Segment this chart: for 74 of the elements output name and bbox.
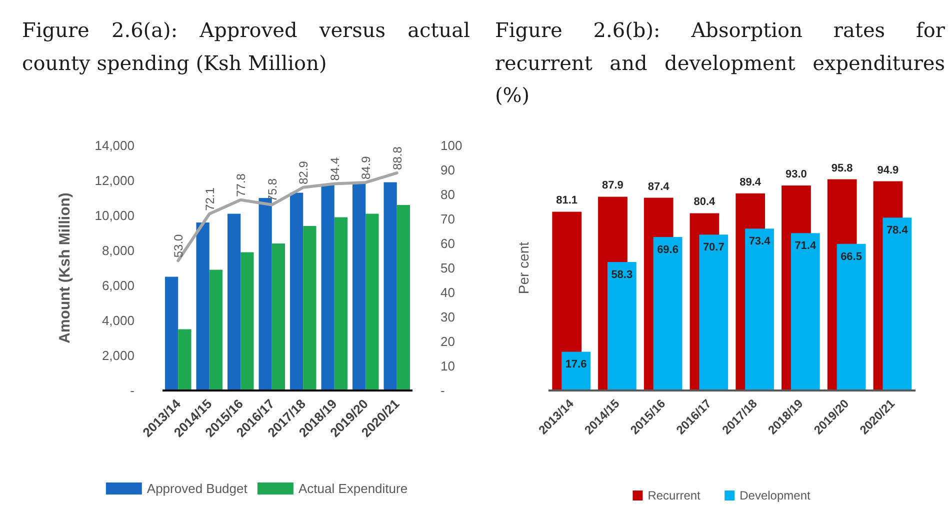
- bar: [178, 329, 192, 390]
- y-tick-label: 4,000: [102, 313, 135, 328]
- bar: [384, 182, 397, 390]
- bar: [352, 183, 366, 390]
- bar: [607, 262, 636, 390]
- data-label: 84.9: [359, 156, 374, 180]
- bar: [290, 192, 304, 390]
- data-label: 73.4: [748, 236, 772, 248]
- data-label: 81.1: [556, 194, 578, 207]
- data-label: 80.4: [694, 196, 716, 208]
- y2-tick-label: 30: [440, 310, 455, 324]
- bar: [272, 244, 285, 390]
- legend-label: Approved Budget: [146, 481, 248, 496]
- y2-tick-label: 50: [440, 260, 455, 276]
- bar: [303, 226, 316, 390]
- y-tick-label: 8,000: [102, 243, 135, 258]
- data-label: 94.9: [877, 164, 899, 176]
- y2-tick-label: 90: [440, 162, 455, 178]
- bar: [653, 237, 682, 390]
- data-label: 84.4: [328, 157, 342, 181]
- bar: [745, 228, 774, 390]
- bar: [562, 352, 590, 390]
- y-axis-title: Per cent: [516, 242, 532, 294]
- bar: [321, 184, 334, 390]
- data-label: 87.9: [602, 180, 624, 192]
- y-tick-label: -: [130, 383, 135, 398]
- bar: [882, 218, 912, 390]
- legend-label: Actual Expenditure: [298, 481, 408, 496]
- bar: [334, 217, 348, 390]
- y2-tick-label: 100: [440, 138, 462, 153]
- y2-tick-label: 20: [440, 334, 455, 349]
- y-axis-title: Amount (Ksh Million): [56, 192, 74, 344]
- data-label: 78.4: [886, 224, 909, 237]
- data-label: 77.8: [234, 173, 248, 197]
- y2-tick-label: 80: [440, 187, 455, 202]
- data-label: 17.6: [565, 358, 587, 371]
- bar: [165, 276, 178, 390]
- y-tick-label: 14,000: [94, 138, 135, 153]
- bar: [836, 244, 866, 390]
- data-label: 88.8: [390, 146, 404, 170]
- data-label: 93.0: [786, 168, 807, 180]
- bar: [790, 233, 820, 390]
- y2-tick-label: 60: [440, 236, 455, 251]
- data-label: 53.0: [172, 234, 186, 258]
- data-label: 70.7: [702, 242, 724, 254]
- bar: [396, 205, 410, 390]
- bar: [366, 214, 379, 390]
- y2-tick-label: 10: [440, 358, 455, 374]
- bar: [209, 270, 222, 390]
- y2-tick-label: -: [440, 383, 445, 398]
- data-label: 75.8: [265, 178, 280, 202]
- data-label: 58.3: [611, 268, 633, 281]
- data-label: 87.4: [648, 180, 670, 193]
- y-tick-label: 10,000: [94, 208, 135, 223]
- data-label: 89.4: [740, 176, 762, 188]
- data-label: 82.9: [296, 160, 311, 184]
- data-label: 71.4: [794, 240, 817, 252]
- data-label: 66.5: [840, 250, 862, 263]
- bar: [240, 252, 254, 390]
- y-tick-label: 2,000: [102, 348, 135, 363]
- bar: [699, 234, 728, 390]
- y-tick-label: 6,000: [102, 278, 135, 293]
- legend-label: Development: [740, 488, 811, 502]
- data-label: 72.1: [202, 187, 217, 211]
- chart-title: Figure 2.6(b): Absorption rates for recurrent and development expenditures (%): [495, 17, 945, 109]
- y-tick-label: 12,000: [94, 173, 135, 188]
- data-label: 69.6: [657, 244, 678, 256]
- chart-title: Figure 2.6(a): Approved versus actual county spending (Ksh Million): [22, 17, 470, 76]
- bar: [196, 222, 210, 390]
- legend-label: Recurrent: [648, 488, 702, 502]
- data-label: 95.8: [831, 162, 853, 174]
- y2-tick-label: 70: [440, 212, 455, 226]
- bar: [228, 214, 241, 390]
- y2-tick-label: 40: [440, 285, 455, 300]
